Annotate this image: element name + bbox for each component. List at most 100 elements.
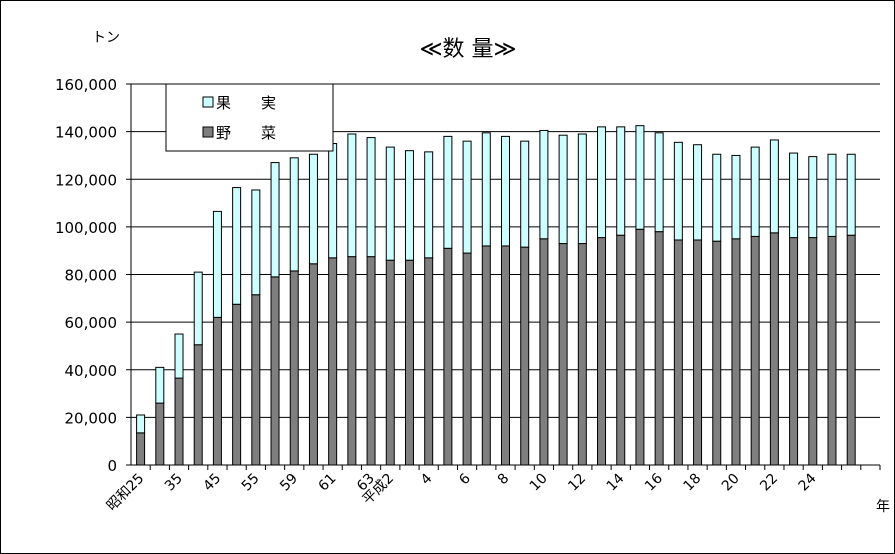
bar-vegetables — [693, 239, 703, 466]
bar-fruits — [827, 153, 837, 237]
bar-fruits — [308, 153, 318, 265]
bar-vegetables — [635, 228, 645, 466]
bar-vegetables — [443, 247, 453, 466]
bar-fruits — [193, 271, 203, 346]
bar-vegetables — [289, 270, 299, 466]
x-tick-label: 12 — [565, 471, 589, 495]
x-tick-label: 22 — [757, 471, 781, 495]
legend-swatch — [202, 96, 214, 108]
x-tick-label: 20 — [719, 471, 743, 495]
bar-fruits — [501, 135, 510, 247]
bar-vegetables — [597, 237, 607, 466]
legend-label: 果 実 — [216, 94, 276, 112]
bar-vegetables — [520, 246, 530, 466]
bar-vegetables — [232, 303, 242, 466]
x-tick-label: 8 — [495, 471, 513, 489]
bar-fruits — [635, 125, 645, 230]
bar-fruits — [597, 126, 607, 239]
bar-fruits — [404, 150, 414, 261]
bar-fruits — [270, 162, 280, 278]
bar-fruits — [443, 135, 453, 249]
bar-vegetables — [481, 245, 491, 466]
x-tick-label: 45 — [200, 471, 224, 495]
bar-vegetables — [769, 232, 779, 466]
bar-fruits — [750, 146, 760, 237]
bar-vegetables — [712, 240, 722, 466]
bar-fruits — [174, 333, 184, 379]
bar-fruits — [789, 152, 799, 239]
bar-vegetables — [328, 257, 338, 466]
x-tick-label: 昭和25 — [104, 471, 148, 515]
x-tick-label: 59 — [277, 471, 301, 495]
bar-vegetables — [136, 432, 146, 466]
bar-fruits — [424, 151, 434, 259]
bar-fruits — [347, 133, 357, 258]
y-tick-label: 120,000 — [55, 171, 117, 189]
x-tick-label: 35 — [162, 471, 186, 495]
bar-fruits — [328, 143, 338, 259]
x-tick-label: 18 — [680, 471, 704, 495]
y-tick-label: 100,000 — [55, 219, 117, 237]
bar-fruits — [846, 153, 856, 236]
bar-vegetables — [654, 231, 664, 466]
legend-box — [165, 83, 334, 152]
x-tick-label: 14 — [604, 470, 628, 494]
bar-vegetables — [558, 243, 568, 466]
bar-fruits — [673, 141, 683, 241]
y-tick-label: 60,000 — [65, 314, 118, 332]
bar-fruits — [769, 139, 779, 234]
y-tick-label: 40,000 — [65, 362, 118, 380]
bar-vegetables — [462, 252, 472, 466]
x-tick-label: 55 — [239, 471, 263, 495]
bar-vegetables — [846, 234, 856, 466]
x-tick-label: 4 — [418, 470, 436, 488]
bar-vegetables — [404, 259, 414, 466]
bar-fruits — [462, 140, 472, 254]
legend-label: 野 菜 — [216, 124, 276, 142]
y-tick-label: 140,000 — [55, 124, 117, 142]
bar-fruits — [385, 146, 395, 261]
bar-vegetables — [366, 256, 376, 466]
bar-vegetables — [174, 377, 184, 466]
bar-fruits — [712, 153, 722, 242]
bar-vegetables — [789, 237, 799, 466]
bar-fruits — [520, 140, 530, 248]
bar-fruits — [212, 210, 222, 318]
y-tick-label: 80,000 — [65, 267, 118, 285]
legend: 果 実野 菜 — [165, 83, 334, 152]
bar-vegetables — [539, 238, 549, 466]
bar-fruits — [155, 366, 165, 404]
bar-fruits — [577, 133, 587, 245]
bar-vegetables — [347, 256, 357, 466]
bar-fruits — [251, 189, 261, 296]
bar-vegetables — [424, 257, 434, 466]
bar-vegetables — [155, 402, 165, 466]
bar-vegetables — [827, 235, 837, 466]
bar-fruits — [654, 132, 664, 233]
bar-fruits — [289, 157, 299, 272]
bar-vegetables — [673, 239, 683, 466]
bar-vegetables — [577, 243, 587, 466]
bar-fruits — [693, 144, 703, 241]
bar-vegetables — [616, 234, 626, 466]
y-ticks: 0 20,000 40,000 60,000 80,000 100,000 120,000 1… — [55, 76, 131, 475]
bar-vegetables — [750, 235, 760, 466]
legend-swatch — [202, 126, 214, 138]
bar-fruits — [539, 129, 549, 240]
bar-fruits — [232, 187, 242, 305]
y-tick-label: 160,000 — [55, 76, 117, 94]
bar-vegetables — [270, 276, 280, 466]
bar-vegetables — [808, 237, 818, 466]
bar-vegetables — [731, 238, 741, 466]
bar-vegetables — [212, 316, 222, 466]
bar-fruits — [558, 134, 568, 245]
x-tick-label: 10 — [527, 471, 551, 495]
y-tick-label: 0 — [107, 457, 117, 475]
bar-vegetables — [193, 344, 203, 466]
bar-fruits — [808, 156, 818, 239]
bar-vegetables — [308, 263, 318, 466]
bar-fruits — [136, 414, 146, 434]
y-tick-label: 20,000 — [65, 409, 118, 427]
